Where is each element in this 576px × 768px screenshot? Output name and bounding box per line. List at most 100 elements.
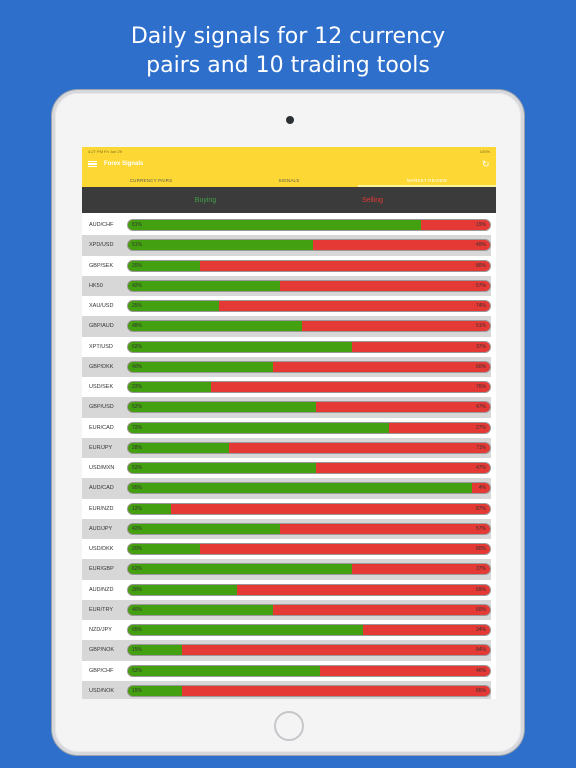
buy-fill: [128, 604, 273, 615]
list-item[interactable]: XAU/USD 25% 74%: [82, 296, 491, 316]
list-item[interactable]: NZD/JPY 65% 34%: [82, 620, 491, 640]
list-item[interactable]: GBP/USD 52% 47%: [82, 397, 491, 418]
pair-label: AUD/CAD: [89, 485, 114, 492]
list-item[interactable]: AUD/CAD 95% 4%: [82, 478, 491, 499]
buy-fill: [128, 220, 422, 231]
buy-fill: [128, 665, 320, 676]
list-item[interactable]: USD/NOK 15% 85%: [82, 680, 491, 699]
list-item[interactable]: EUR/CAD 72% 27%: [82, 418, 491, 438]
list-item[interactable]: AUD/NZD 30% 69%: [82, 580, 491, 600]
pair-label: XPT/USD: [89, 343, 113, 350]
buy-percent: 25%: [132, 303, 143, 310]
pair-label: GBP/NOK: [89, 647, 115, 654]
buy-fill: [128, 523, 281, 534]
sell-percent: 80%: [475, 546, 486, 553]
list-item[interactable]: GBP/SEK 20% 80%: [82, 256, 491, 276]
buy-fill: [128, 321, 302, 332]
sell-percent: 85%: [475, 687, 486, 694]
buy-percent: 40%: [132, 606, 143, 613]
buy-fill: [128, 382, 212, 393]
list-item[interactable]: GBP/AUD 48% 51%: [82, 316, 491, 337]
status-time: 4:27 PM Fri Jun 29: [88, 148, 122, 154]
home-button[interactable]: [274, 711, 304, 741]
list-item[interactable]: EUR/JPY 28% 71%: [82, 437, 491, 458]
list-item[interactable]: USD/DKK 20% 80%: [82, 539, 491, 559]
sell-percent: 57%: [475, 282, 486, 289]
buy-percent: 40%: [132, 363, 143, 370]
buying-header: Buying: [194, 196, 217, 204]
sentiment-bar: 52% 47%: [127, 462, 491, 475]
list-item[interactable]: EUR/GBP 62% 37%: [82, 559, 491, 580]
buy-percent: 51%: [132, 242, 143, 249]
list-item[interactable]: AUD/CHF 81% 19%: [82, 215, 491, 235]
buy-fill: [128, 341, 353, 352]
list-item[interactable]: AUD/JPY 42% 57%: [82, 518, 491, 539]
app-title: Forex Signals: [104, 161, 144, 167]
buy-fill: [128, 564, 353, 575]
buy-percent: 53%: [132, 667, 143, 674]
refresh-icon[interactable]: ↻: [482, 159, 490, 169]
buy-fill: [128, 645, 183, 656]
tab-currency-pairs[interactable]: CURRENCY PAIRS: [129, 177, 173, 183]
sentiment-list: AUD/CHF 81% 19% XPD/USD 51% 49% GBP/SEK 20% 80% H…: [82, 213, 496, 699]
sell-percent: 71%: [475, 444, 486, 451]
promo-headline: Daily signals for 12 currency pairs and …: [0, 22, 576, 80]
buy-percent: 52%: [132, 465, 143, 472]
list-item[interactable]: EUR/NZD 12% 87%: [82, 499, 491, 519]
list-item[interactable]: USD/SEK 23% 76%: [82, 377, 491, 397]
app-screen: 4:27 PM Fri Jun 29 100% Forex Signals ↻ …: [82, 147, 496, 699]
sell-percent: 60%: [475, 363, 486, 370]
buy-fill: [128, 463, 317, 474]
list-item[interactable]: EUR/TRY 40% 60%: [82, 599, 491, 620]
buy-fill: [128, 260, 201, 271]
sell-percent: 49%: [475, 242, 486, 249]
sell-percent: 47%: [475, 404, 486, 411]
buy-fill: [128, 361, 273, 372]
sentiment-bar: 42% 57%: [127, 522, 491, 535]
list-item[interactable]: GBP/DKK 40% 60%: [82, 356, 491, 377]
sentiment-bar: 42% 57%: [127, 279, 491, 292]
sentiment-bar: 62% 37%: [127, 563, 491, 576]
list-item[interactable]: HK50 42% 57%: [82, 275, 491, 296]
menu-icon[interactable]: [88, 160, 97, 168]
sell-percent: 80%: [475, 262, 486, 269]
sentiment-bar: 30% 69%: [127, 583, 491, 596]
buy-percent: 72%: [132, 424, 143, 431]
sell-percent: 74%: [475, 303, 486, 310]
status-battery: 100%: [479, 148, 490, 154]
buy-fill: [128, 685, 183, 696]
list-item[interactable]: XPT/USD 62% 37%: [82, 337, 491, 357]
sentiment-bar: 53% 46%: [127, 664, 491, 677]
pair-label: EUR/TRY: [89, 606, 114, 613]
list-item[interactable]: XPD/USD 51% 49%: [82, 235, 491, 256]
sell-percent: 19%: [475, 222, 486, 229]
buy-percent: 62%: [132, 343, 143, 350]
pair-label: GBP/AUD: [89, 323, 114, 330]
list-item[interactable]: GBP/NOK 15% 84%: [82, 640, 491, 661]
sell-percent: 37%: [475, 566, 486, 573]
tablet-frame: 4:27 PM Fri Jun 29 100% Forex Signals ↻ …: [52, 90, 524, 755]
pair-label: AUD/NZD: [89, 586, 114, 593]
buy-percent: 95%: [132, 485, 143, 492]
pair-label: XAU/USD: [89, 303, 114, 310]
buy-fill: [128, 280, 281, 291]
buy-fill: [128, 584, 237, 595]
tab-market-review[interactable]: MARKET REVIEW: [358, 173, 496, 187]
sentiment-bar: 48% 51%: [127, 320, 491, 333]
pair-label: USD/NOK: [89, 687, 115, 694]
sell-percent: 4%: [478, 485, 486, 492]
buy-fill: [128, 483, 472, 494]
sell-percent: 57%: [475, 525, 486, 532]
list-item[interactable]: GBP/CHF 53% 46%: [82, 661, 491, 681]
sentiment-bar: 23% 76%: [127, 381, 491, 394]
list-item[interactable]: USD/MXN 52% 47%: [82, 458, 491, 478]
sentiment-bar: 25% 74%: [127, 300, 491, 313]
sell-percent: 87%: [475, 505, 486, 512]
pair-label: EUR/JPY: [89, 444, 113, 451]
tab-bar: CURRENCY PAIRS SIGNALS MARKET REVIEW: [82, 173, 496, 187]
buy-percent: 52%: [132, 404, 143, 411]
buy-fill: [128, 503, 172, 514]
buy-fill: [128, 422, 389, 433]
buy-fill: [128, 240, 313, 251]
tab-signals[interactable]: SIGNALS: [278, 177, 300, 183]
